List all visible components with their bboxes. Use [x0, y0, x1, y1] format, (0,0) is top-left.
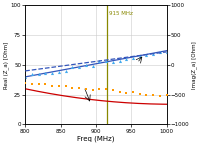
- Point: [138, 92, 141, 95]
- Point: [145, 54, 148, 56]
- Point: [158, 50, 162, 53]
- Point: [118, 91, 121, 93]
- Point: [30, 73, 34, 75]
- Point: [165, 51, 168, 53]
- Point: [57, 71, 60, 73]
- Point: [71, 66, 74, 68]
- Point: [77, 86, 81, 89]
- Point: [51, 85, 54, 87]
- Point: [51, 72, 54, 74]
- Point: [44, 72, 47, 74]
- Point: [84, 88, 87, 90]
- Point: [165, 94, 168, 96]
- Point: [111, 89, 114, 91]
- Point: [24, 76, 27, 78]
- Point: [145, 94, 148, 96]
- Point: [77, 65, 81, 68]
- Point: [98, 88, 101, 90]
- Point: [37, 83, 40, 85]
- Point: [131, 91, 135, 94]
- Point: [64, 70, 67, 72]
- Point: [24, 82, 27, 84]
- Point: [64, 85, 67, 88]
- Point: [125, 58, 128, 60]
- Point: [91, 65, 94, 67]
- Point: [84, 64, 87, 66]
- X-axis label: Freq (MHz): Freq (MHz): [77, 135, 115, 142]
- Point: [104, 60, 108, 62]
- Point: [57, 85, 60, 87]
- Point: [98, 60, 101, 63]
- Point: [104, 88, 108, 91]
- Point: [37, 72, 40, 75]
- Point: [152, 53, 155, 55]
- Point: [118, 59, 121, 62]
- Point: [158, 95, 162, 97]
- Point: [138, 54, 141, 57]
- Point: [91, 89, 94, 91]
- Text: 915 MHz: 915 MHz: [109, 11, 133, 16]
- Point: [152, 94, 155, 96]
- Point: [131, 56, 135, 59]
- Point: [71, 87, 74, 89]
- Point: [111, 60, 114, 63]
- Point: [30, 83, 34, 85]
- Point: [125, 92, 128, 94]
- Y-axis label: Real (Z_a) [Ohm]: Real (Z_a) [Ohm]: [3, 41, 9, 89]
- Y-axis label: Imag(Z_a) [Ohm]: Imag(Z_a) [Ohm]: [191, 41, 197, 89]
- Point: [44, 83, 47, 85]
